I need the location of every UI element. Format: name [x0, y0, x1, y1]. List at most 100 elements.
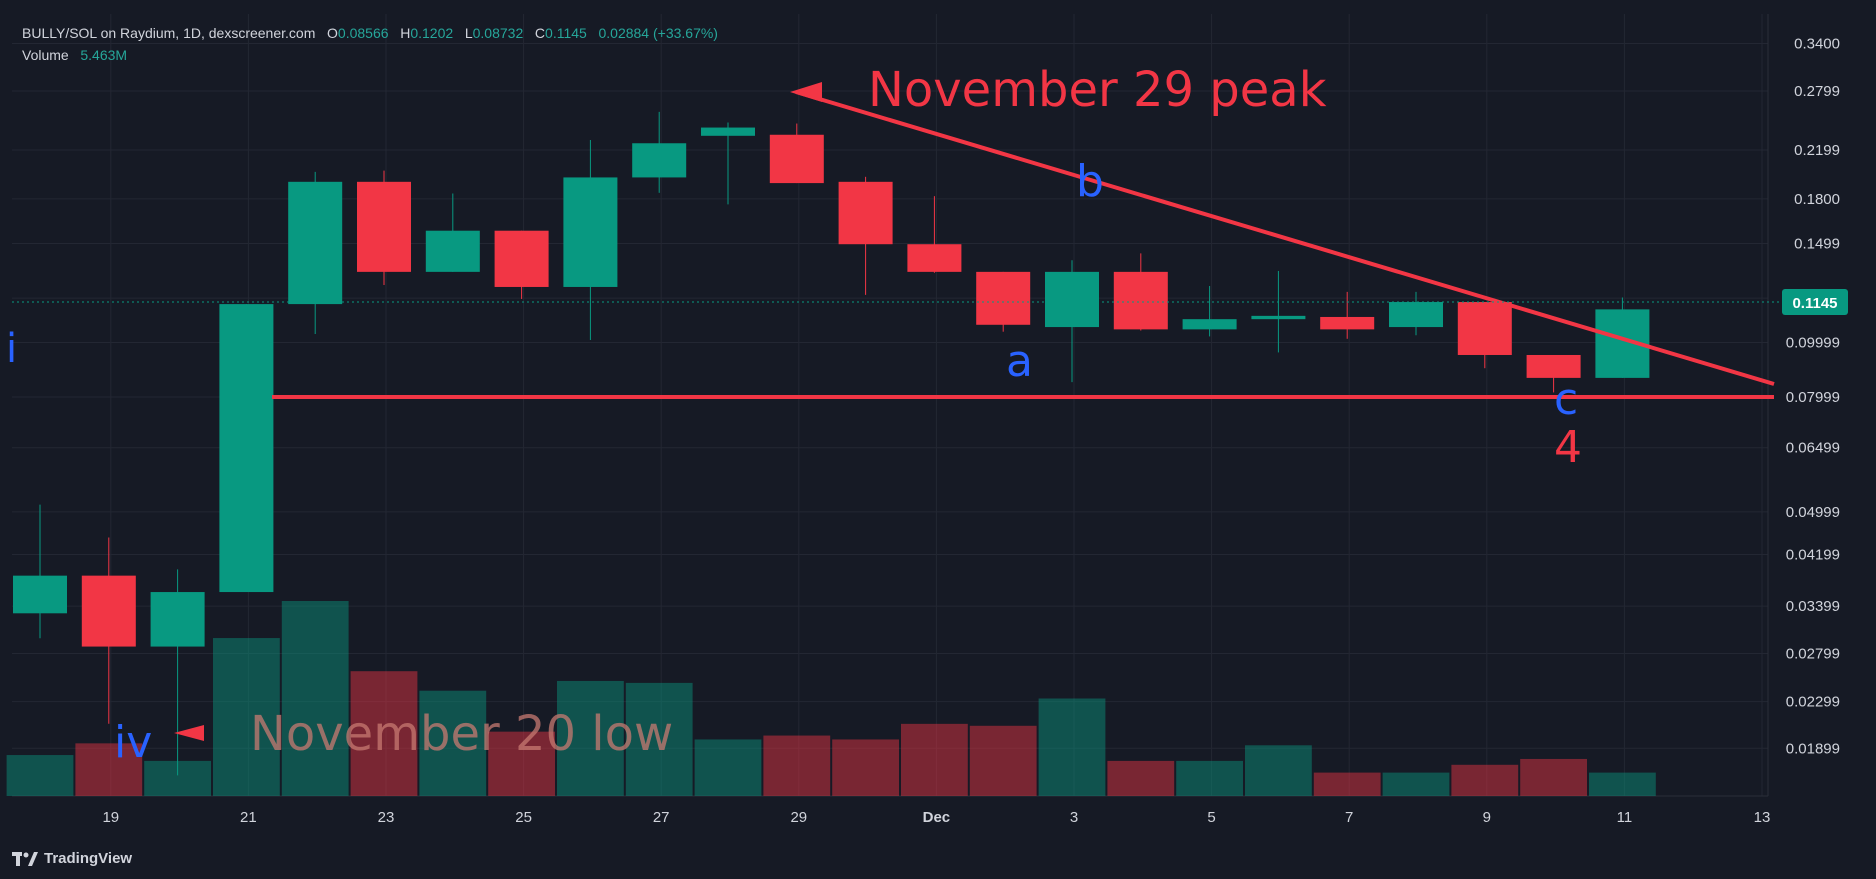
- peak-label: November 29 peak: [868, 62, 1327, 118]
- time-tick-label: 5: [1207, 809, 1215, 826]
- time-tick-label: 27: [653, 809, 670, 826]
- candle-body: [1251, 315, 1306, 320]
- price-tick-label: 0.1800: [1794, 191, 1840, 208]
- candle-body: [838, 181, 893, 245]
- candle-body: [1182, 319, 1237, 330]
- price-tick-label: 0.02799: [1786, 646, 1840, 663]
- price-tick-label: 0.07999: [1786, 389, 1840, 406]
- candle-body: [1526, 354, 1581, 378]
- time-tick-label: 11: [1617, 809, 1633, 826]
- candles[interactable]: [13, 111, 1650, 776]
- brand-name: TradingView: [44, 850, 133, 867]
- annotation-texts: November 29 peak November 20 low iv a b …: [6, 62, 1582, 768]
- change-value: 0.02884 (+33.67%): [598, 25, 718, 41]
- candle-body: [13, 575, 67, 614]
- volume-bar: [350, 671, 418, 796]
- time-tick-label: Dec: [923, 809, 951, 826]
- volume-label: Volume: [22, 47, 69, 63]
- volume-bar: [281, 601, 349, 796]
- price-tick-label: 0.06499: [1786, 440, 1840, 457]
- volume-bar: [75, 743, 143, 796]
- candle-body: [907, 244, 962, 272]
- volume-bar: [1107, 760, 1175, 796]
- time-tick-label: 21: [240, 809, 257, 826]
- volume-bar: [625, 682, 693, 796]
- wave-4-label: 4: [1554, 422, 1582, 473]
- volume-bar: [488, 731, 555, 796]
- volume-bar: [1245, 745, 1312, 796]
- tradingview-logo[interactable]: TradingView: [12, 850, 132, 867]
- time-tick-label: 9: [1483, 809, 1491, 826]
- volume-bar: [1520, 758, 1587, 796]
- high-value: 0.1202: [410, 25, 454, 41]
- candle-body: [150, 592, 205, 647]
- price-tick-label: 0.2199: [1794, 142, 1840, 159]
- wave-a-label: a: [1006, 336, 1033, 387]
- close-value: 0.1145: [545, 25, 587, 41]
- time-axis[interactable]: 19 21 23 25 27 29 Dec 3 5 7 9 11 13: [102, 809, 1770, 826]
- low-label: November 20 low: [250, 706, 673, 762]
- volume-bar: [832, 739, 899, 796]
- symbol-info: BULLY/SOL on Raydium, 1D, dexscreener.co…: [22, 25, 316, 41]
- candle-body: [219, 304, 274, 593]
- annotation-lines: [174, 82, 1775, 741]
- candle-body: [357, 181, 411, 272]
- candle-body: [563, 177, 618, 287]
- time-tick-label: 23: [378, 809, 395, 826]
- volume-row: Volume 5.463M: [22, 44, 718, 66]
- price-tick-label: 0.04999: [1786, 504, 1840, 521]
- volume-bar: [969, 725, 1037, 796]
- volume-bars: [6, 601, 1656, 796]
- low-arrow-icon: [174, 725, 204, 741]
- time-tick-label: 13: [1754, 809, 1771, 826]
- volume-bar: [1176, 760, 1243, 796]
- chart-legend: BULLY/SOL on Raydium, 1D, dexscreener.co…: [22, 22, 718, 66]
- edge-mark-label: i: [6, 326, 17, 372]
- low-label-legend: L: [464, 25, 473, 41]
- candle-body: [769, 134, 824, 184]
- wave-b-label: b: [1076, 156, 1104, 207]
- time-tick-label: 29: [790, 809, 807, 826]
- low-value: 0.08732: [472, 25, 524, 41]
- last-price-badge: [1782, 289, 1848, 315]
- price-tick-label: 0.1499: [1794, 236, 1840, 253]
- candle-body: [1320, 316, 1375, 330]
- time-tick-label: 7: [1345, 809, 1353, 826]
- volume-bar: [557, 680, 624, 796]
- price-tick-label: 0.03399: [1786, 598, 1840, 615]
- price-tick-label: 0.04199: [1786, 546, 1840, 563]
- volume-bar: [1451, 764, 1519, 796]
- volume-bar: [763, 735, 831, 796]
- high-label: H: [400, 25, 411, 41]
- price-tick-label: 0.02299: [1786, 694, 1840, 711]
- open-value: 0.08566: [337, 25, 389, 41]
- candle-body: [1457, 302, 1512, 355]
- candle-body: [1113, 271, 1168, 330]
- volume-bar: [1589, 772, 1656, 796]
- descending-trendline: [795, 90, 1775, 386]
- volume-value: 5.463M: [80, 47, 128, 63]
- candle-body: [1389, 302, 1443, 328]
- last-price-tag: 0.1145: [12, 289, 1848, 315]
- candle-body: [632, 143, 687, 178]
- open-label: O: [327, 25, 338, 41]
- time-tick-label: 3: [1070, 809, 1078, 826]
- candle-body: [1045, 271, 1099, 328]
- price-axis[interactable]: 0.34000.27990.21990.18000.14990.11990.09…: [1786, 35, 1840, 757]
- time-tick-label: 25: [515, 809, 532, 826]
- volume-bar: [1313, 772, 1381, 796]
- candle-body: [976, 271, 1031, 325]
- candle-body: [425, 230, 480, 272]
- peak-arrow-icon: [790, 82, 822, 102]
- candle-body: [701, 127, 755, 136]
- close-label: C: [534, 25, 546, 41]
- candle-body: [288, 181, 343, 305]
- price-tick-label: 0.09999: [1786, 334, 1840, 351]
- wave-iv-label: iv: [114, 717, 152, 768]
- volume-bar: [6, 755, 74, 796]
- volume-bar: [419, 690, 487, 796]
- volume-bar: [1038, 698, 1106, 796]
- price-tick-label: 0.2799: [1794, 83, 1840, 100]
